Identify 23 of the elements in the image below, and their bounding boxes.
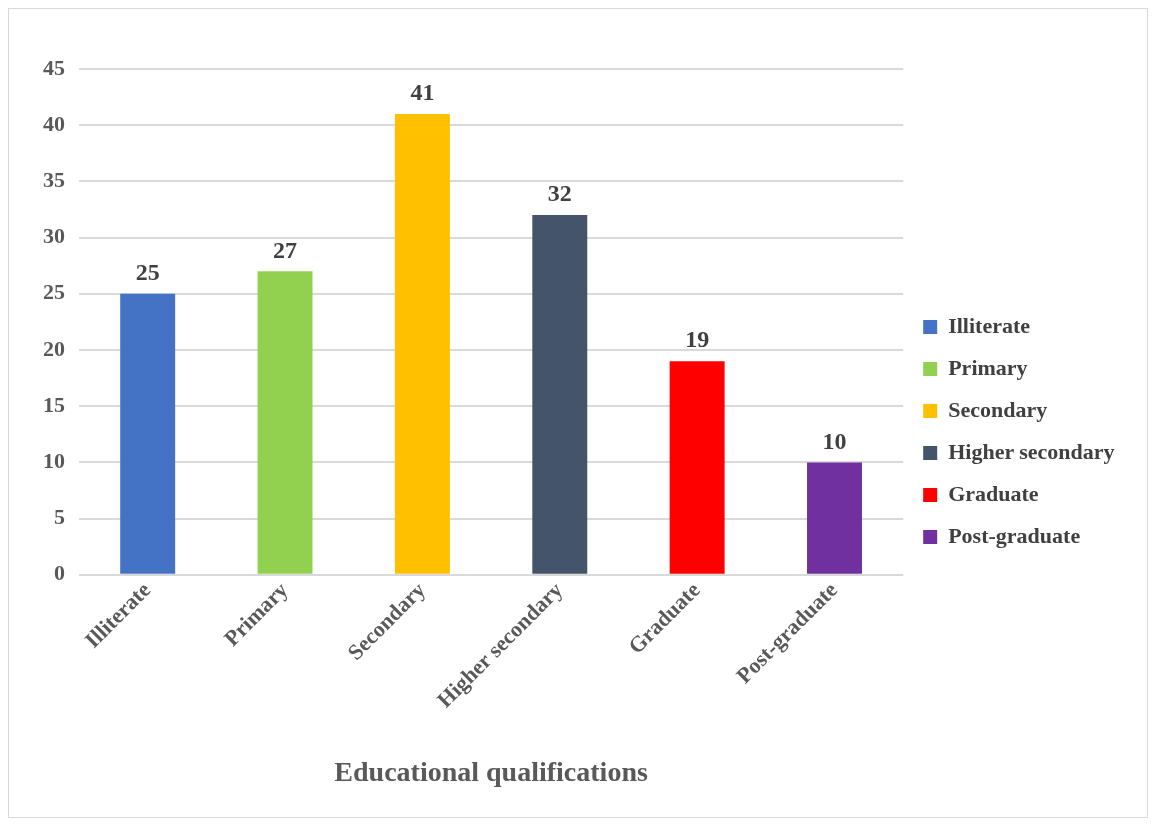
legend-label: Secondary xyxy=(948,396,1048,422)
data-label: 27 xyxy=(273,236,298,263)
y-tick-label: 45 xyxy=(43,54,65,80)
legend-label: Graduate xyxy=(948,480,1039,506)
legend-label: Illiterate xyxy=(948,312,1031,338)
legend-label: Higher secondary xyxy=(948,438,1115,464)
data-label: 19 xyxy=(685,326,710,353)
data-label: 41 xyxy=(410,79,435,106)
x-axis-title: Educational qualifications xyxy=(334,756,648,788)
data-label: 32 xyxy=(547,180,572,207)
y-tick-label: 40 xyxy=(43,110,65,136)
y-tick-label: 15 xyxy=(43,391,65,417)
y-tick-label: 30 xyxy=(43,223,65,249)
y-tick-label: 35 xyxy=(43,167,65,193)
y-tick-label: 10 xyxy=(43,448,65,474)
data-label: 10 xyxy=(822,427,847,454)
legend-label: Primary xyxy=(948,354,1028,380)
y-tick-label: 25 xyxy=(43,279,65,305)
legend-label: Post-graduate xyxy=(948,522,1081,548)
y-tick-label: 0 xyxy=(54,560,65,586)
y-tick-label: 5 xyxy=(54,504,65,530)
data-label: 25 xyxy=(135,258,160,285)
y-tick-label: 20 xyxy=(43,335,65,361)
